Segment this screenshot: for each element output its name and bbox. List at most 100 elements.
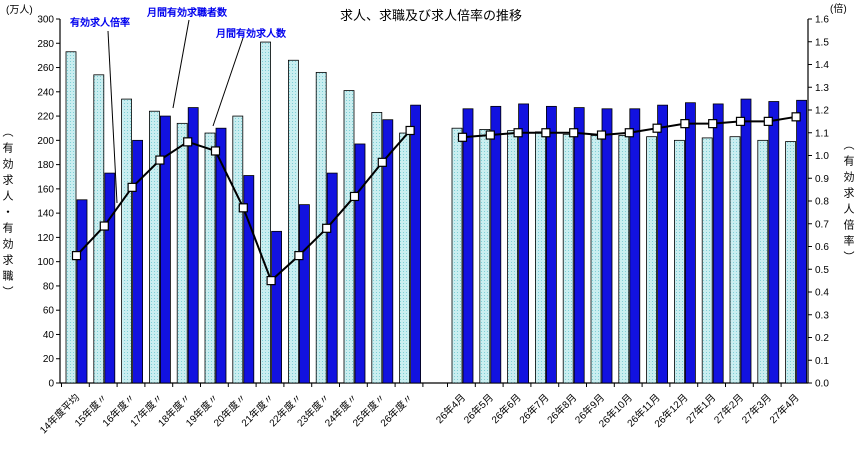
ratio-marker: [71, 251, 82, 261]
seekers-bar: [535, 131, 546, 384]
chart-title: 求人、求職及び求人倍率の推移: [339, 8, 522, 23]
offers-bar: [326, 172, 338, 384]
left-tick-label: 100: [37, 257, 54, 268]
seekers-bar: [287, 59, 299, 384]
x-tick-label: 14年度平均: [37, 391, 82, 436]
ratio-marker: [596, 130, 607, 140]
right-tick-label: 0.3: [815, 310, 829, 321]
seekers-bar: [232, 115, 244, 384]
seekers-bar: [479, 129, 491, 384]
offers-bar: [768, 101, 780, 384]
left-tick-label: 300: [37, 15, 54, 26]
offers-bar: [518, 103, 529, 384]
x-tick-label: 26年6月: [489, 391, 524, 426]
ratio-marker: [99, 221, 109, 231]
x-tick-label: 27年4月: [767, 391, 802, 426]
offers-bar: [382, 119, 394, 384]
right-tick-label: 0.0: [815, 379, 829, 390]
offers-bar: [490, 105, 502, 384]
right-tick-label: 1.0: [815, 151, 829, 162]
seekers-bar: [343, 90, 355, 384]
seekers-bar: [562, 133, 574, 384]
left-axis-ticks: 0 20 40 60 80 100 120 140 160 180 200 220 240 260 280 3…: [37, 15, 60, 390]
right-axis-ticks: 0.0 0.1 0.2 0.3 0.4 0.5 0.6 0.7 0.8 0.9 1.0 1.1 1.2 1…: [808, 15, 829, 390]
seekers-bar: [371, 112, 383, 384]
left-tick-label: 160: [37, 184, 54, 195]
ratio-marker: [183, 137, 193, 147]
left-tick-label: 120: [37, 233, 54, 244]
ratio-marker: [735, 116, 746, 126]
left-tick-label: 20: [43, 354, 55, 365]
left-tick-label: 80: [43, 281, 55, 292]
offers-bar: [187, 107, 199, 384]
legend-ratio-label: 有効求人倍率: [70, 18, 130, 29]
ratio-marker: [569, 128, 579, 138]
right-tick-label: 0.9: [815, 174, 829, 185]
x-axis-ticks: [61, 383, 782, 387]
seekers-bar: [148, 110, 160, 384]
legend-seekers-label: 月間有効求職者数: [147, 8, 227, 19]
left-tick-label: 280: [37, 39, 54, 50]
seekers-bar: [121, 98, 132, 384]
right-tick-label: 1.1: [815, 128, 829, 139]
right-axis-caption: （有効求人倍率）: [842, 139, 854, 267]
offers-bar: [657, 104, 668, 384]
ratio-marker: [266, 276, 276, 286]
ratio-marker: [238, 203, 248, 213]
seekers-bars: [65, 41, 796, 384]
ratio-marker: [210, 146, 221, 156]
seekers-bar: [451, 127, 463, 384]
seekers-bar: [507, 130, 519, 384]
right-tick-label: 0.1: [815, 356, 829, 367]
right-tick-label: 0.5: [815, 265, 829, 276]
ratio-marker: [457, 132, 468, 142]
left-tick-label: 60: [43, 306, 55, 317]
offers-bar: [354, 143, 366, 384]
ratio-marker: [127, 182, 137, 192]
offers-bars: [76, 98, 807, 384]
ratio-marker: [763, 116, 773, 126]
x-tick-label: 27年2月: [711, 391, 746, 426]
left-tick-label: 40: [43, 330, 55, 341]
left-tick-label: 200: [37, 136, 54, 147]
offers-bar: [712, 103, 724, 384]
right-tick-label: 1.5: [815, 37, 829, 48]
offers-bar: [215, 127, 227, 384]
x-tick-label: 26年4月: [433, 391, 468, 426]
seekers-bar: [757, 139, 769, 384]
right-tick-label: 0.7: [815, 219, 829, 230]
seekers-bar: [785, 141, 796, 384]
right-tick-label: 0.6: [815, 242, 829, 253]
offers-bar: [573, 107, 585, 384]
right-tick-label: 0.4: [815, 288, 829, 299]
offers-bar: [271, 230, 283, 384]
seekers-bar: [204, 132, 216, 384]
ratio-marker: [513, 128, 523, 138]
offers-bar: [76, 199, 88, 384]
seekers-bar: [65, 51, 77, 384]
right-tick-label: 1.2: [815, 106, 829, 117]
ratio-marker: [155, 155, 165, 165]
x-tick-label: 26年8月: [544, 391, 579, 426]
offers-bar: [104, 172, 116, 384]
seekers-bar: [729, 136, 741, 384]
x-axis-labels: 14年度平均15年度〃16年度〃17年度〃18年度〃19年度〃20年度〃21年度…: [37, 391, 802, 436]
right-tick-label: 1.6: [815, 15, 829, 26]
offers-bar: [410, 104, 422, 384]
legend-offers-label: 月間有効求人数: [216, 29, 286, 40]
seekers-bar: [674, 139, 685, 384]
offers-bar: [462, 108, 474, 384]
seekers-bar: [176, 122, 188, 384]
ratio-marker: [322, 223, 332, 233]
left-tick-label: 260: [37, 63, 54, 74]
offers-bar: [796, 99, 807, 384]
left-tick-label: 220: [37, 112, 54, 123]
seekers-bar: [260, 41, 272, 384]
offers-bar: [298, 204, 310, 384]
ratio-marker: [624, 128, 634, 138]
ratio-line-group: [71, 112, 801, 286]
left-tick-label: 180: [37, 160, 54, 171]
ratio-marker: [708, 119, 718, 129]
